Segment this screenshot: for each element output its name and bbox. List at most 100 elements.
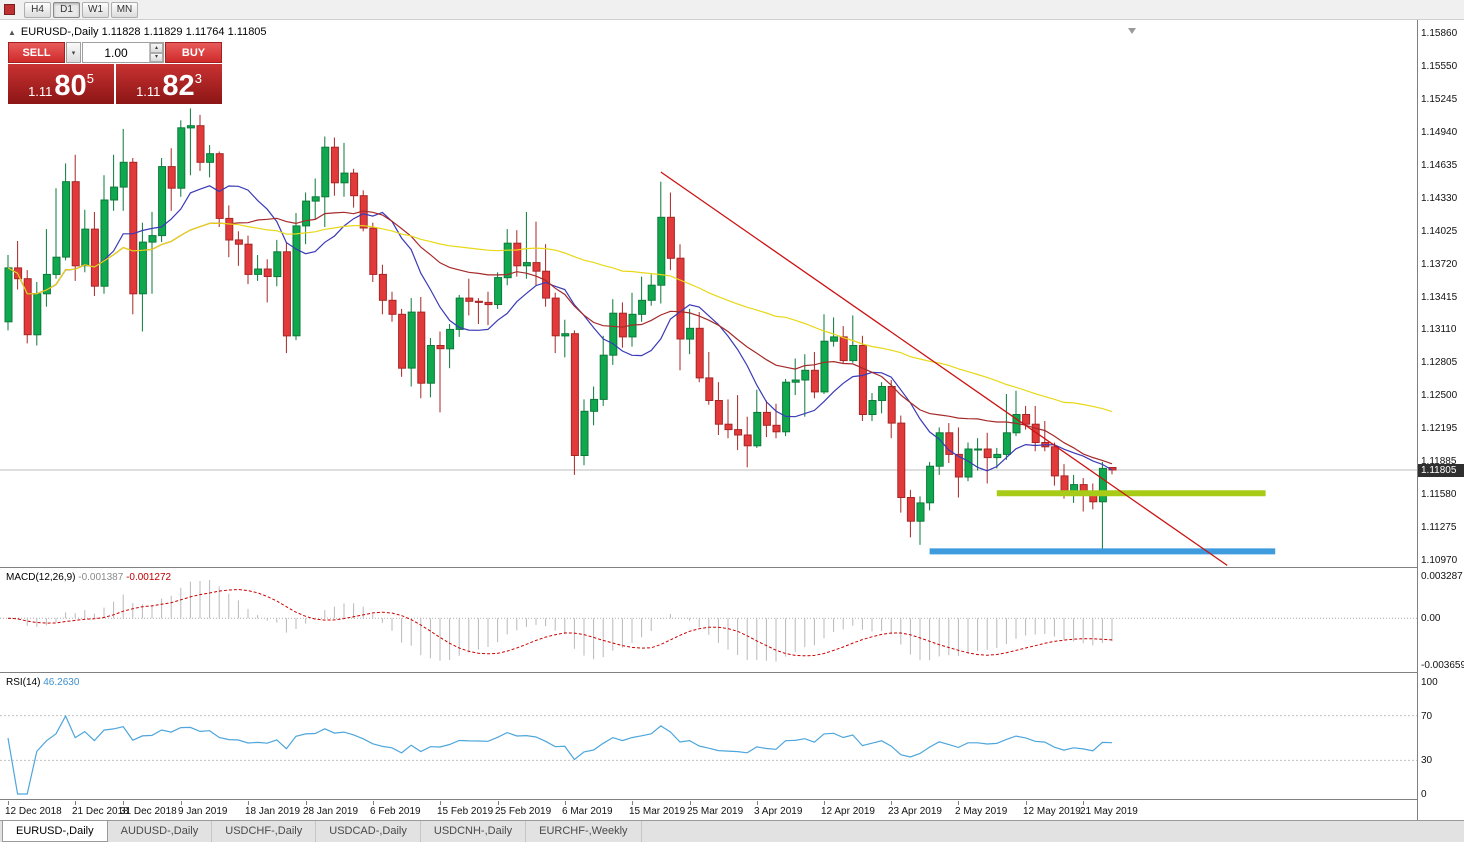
rsi-value: 46.2630	[43, 677, 80, 688]
timeframe-button-mn[interactable]: MN	[111, 1, 138, 18]
time-scale[interactable]: 12 Dec 2018 21 Dec 2018 31 Dec 2018 9 Jan 2…	[0, 801, 1417, 820]
rsi-axis-label: 0	[1421, 789, 1427, 800]
rsi-axis-label: 100	[1421, 677, 1438, 688]
sell-price-prefix: 1.11	[28, 84, 53, 99]
sell-price-pips: 80	[54, 70, 87, 103]
timeframe-button-h4[interactable]: H4	[24, 1, 51, 18]
price-chart-pane[interactable]: ▲ EURUSD-,Daily 1.11828 1.11829 1.11764 …	[0, 20, 1417, 568]
chart-tabs-bar: EURUSD-,Daily AUDUSD-,Daily USDCHF-,Daily U…	[0, 820, 1464, 842]
timeframe-switcher: H4 D1 W1 MN	[24, 1, 138, 18]
macd-axis-label: 0.00	[1421, 613, 1441, 624]
buy-button[interactable]: BUY	[165, 42, 222, 63]
date-axis-label: 6 Feb 2019	[370, 806, 421, 817]
macd-indicator-pane[interactable]: MACD(12,26,9) -0.001387 -0.001272	[0, 569, 1417, 673]
date-axis-label: 12 Apr 2019	[821, 806, 875, 817]
time-tick	[306, 801, 307, 805]
rsi-label: RSI(14) 46.2630	[6, 677, 79, 688]
date-axis-label: 21 May 2019	[1080, 806, 1138, 817]
rsi-chart[interactable]	[0, 674, 1417, 800]
rsi-indicator-pane[interactable]: RSI(14) 46.2630	[0, 674, 1417, 800]
volume-increase-icon[interactable]: ▴	[150, 43, 163, 53]
chart-window: ▲ EURUSD-,Daily 1.11828 1.11829 1.11764 …	[0, 20, 1464, 820]
date-axis-label: 15 Mar 2019	[629, 806, 686, 817]
time-tick	[75, 801, 76, 805]
symbol-tab-eurusd-daily[interactable]: EURUSD-,Daily	[2, 821, 108, 842]
price-axis-label: 1.14025	[1421, 226, 1458, 237]
price-axis-label: 1.12805	[1421, 357, 1458, 368]
time-tick	[373, 801, 374, 805]
panel-collapse-icon[interactable]: ▲	[8, 27, 16, 37]
candlestick-chart[interactable]	[0, 20, 1417, 568]
date-axis-label: 12 May 2019	[1023, 806, 1081, 817]
timeframe-button-d1[interactable]: D1	[53, 1, 80, 18]
sell-price-display[interactable]: 1.11 80 5	[8, 64, 114, 104]
time-tick	[1026, 801, 1027, 805]
date-axis-label: 18 Jan 2019	[245, 806, 301, 817]
macd-label: MACD(12,26,9) -0.001387 -0.001272	[6, 572, 171, 583]
sell-button[interactable]: SELL	[8, 42, 65, 63]
date-axis-label: 23 Apr 2019	[888, 806, 942, 817]
macd-signal-value: -0.001272	[126, 572, 172, 583]
top-toolbar: H4 D1 W1 MN	[0, 0, 1464, 20]
chart-header: ▲ EURUSD-,Daily 1.11828 1.11829 1.11764 …	[8, 26, 267, 38]
time-tick	[690, 801, 691, 805]
chart-ohlc-line: EURUSD-,Daily 1.11828 1.11829 1.11764 1.…	[20, 26, 267, 38]
time-tick	[565, 801, 566, 805]
symbol-tab-usdcnh-daily[interactable]: USDCNH-,Daily	[421, 821, 527, 842]
descending-trendline	[660, 171, 1228, 566]
rsi-axis-label: 70	[1421, 711, 1433, 722]
chart-shift-marker-icon[interactable]	[1128, 28, 1136, 34]
buy-price-prefix: 1.11	[136, 84, 161, 99]
symbol-tab-eurchf-weekly[interactable]: EURCHF-,Weekly	[526, 821, 642, 842]
macd-title: MACD(12,26,9)	[6, 572, 76, 583]
date-axis-label: 3 Apr 2019	[754, 806, 803, 817]
time-tick	[123, 801, 124, 805]
price-axis-label: 1.13110	[1421, 324, 1457, 335]
price-axis-label: 1.15245	[1421, 94, 1458, 105]
date-axis-label: 6 Mar 2019	[562, 806, 613, 817]
price-axis-label: 1.14330	[1421, 193, 1458, 204]
date-axis-label: 28 Jan 2019	[303, 806, 359, 817]
price-axis-label: 1.12195	[1421, 423, 1458, 434]
time-tick	[824, 801, 825, 805]
price-axis-label: 1.12500	[1421, 390, 1458, 401]
date-axis-label: 9 Jan 2019	[178, 806, 228, 817]
price-axis-label: 1.15860	[1421, 28, 1458, 39]
price-scale[interactable]: 1.15860 1.15550 1.15245 1.14940 1.14635 1.143…	[1417, 20, 1464, 820]
volume-input[interactable]	[83, 43, 149, 62]
buy-price-display[interactable]: 1.11 82 3	[116, 64, 222, 104]
date-axis-label: 31 Dec 2018	[120, 806, 177, 817]
time-tick	[8, 801, 9, 805]
time-tick	[1083, 801, 1084, 805]
macd-chart[interactable]	[0, 569, 1417, 673]
price-axis-label: 1.10970	[1421, 555, 1458, 566]
symbol-tab-usdchf-daily[interactable]: USDCHF-,Daily	[212, 821, 317, 842]
time-tick	[248, 801, 249, 805]
price-axis-label: 1.13415	[1421, 292, 1458, 303]
macd-main-value: -0.001387	[78, 572, 124, 583]
date-axis-label: 21 Dec 2018	[72, 806, 129, 817]
price-axis-label: 1.11885	[1421, 456, 1457, 467]
volume-decrease-icon[interactable]: ▾	[150, 52, 163, 62]
time-tick	[958, 801, 959, 805]
time-tick	[181, 801, 182, 805]
price-axis-label: 1.13720	[1421, 259, 1458, 270]
volume-box: ▴ ▾	[82, 42, 164, 63]
timeframe-button-w1[interactable]: W1	[82, 1, 109, 18]
price-axis-label: 1.15550	[1421, 61, 1458, 72]
symbol-tab-usdcad-daily[interactable]: USDCAD-,Daily	[316, 821, 421, 842]
macd-axis-label: -0.003659	[1421, 660, 1464, 671]
date-axis-label: 25 Feb 2019	[495, 806, 552, 817]
volume-spinner: ▴ ▾	[149, 43, 163, 62]
one-click-trading-panel: SELL ▾ ▴ ▾ BUY 1.11 80 5 1.1	[8, 42, 222, 104]
time-tick	[757, 801, 758, 805]
chart-icon[interactable]	[4, 4, 15, 15]
date-axis-label: 25 Mar 2019	[687, 806, 744, 817]
time-tick	[891, 801, 892, 805]
macd-axis-label: 0.003287	[1421, 571, 1463, 582]
rsi-axis-label: 30	[1421, 755, 1433, 766]
volume-dropdown-icon[interactable]: ▾	[66, 42, 81, 63]
symbol-tab-audusd-daily[interactable]: AUDUSD-,Daily	[108, 821, 213, 842]
date-axis-label: 15 Feb 2019	[437, 806, 494, 817]
price-axis-label: 1.11580	[1421, 489, 1457, 500]
